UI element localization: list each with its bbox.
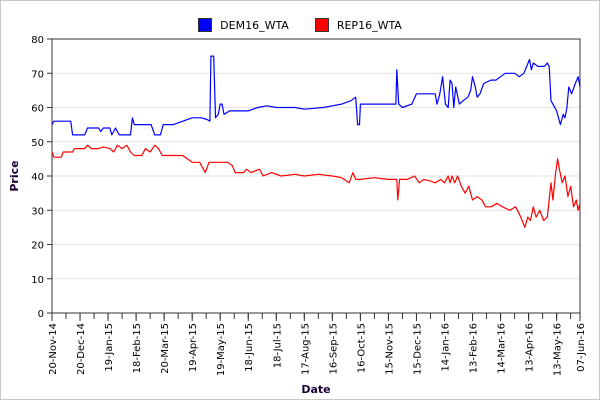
legend-item-rep16[interactable]: REP16_WTA — [314, 18, 402, 32]
y-tick-label: 20 — [31, 241, 44, 252]
x-tick-label: 19-Apr-15 — [188, 323, 199, 372]
x-tick-label: 13-May-16 — [553, 323, 564, 376]
y-tick-label: 10 — [31, 275, 44, 286]
series-line-rep16_wta — [51, 144, 581, 228]
x-tick-label: 20-Dec-14 — [76, 323, 87, 375]
series-line-dem16_wta — [51, 55, 581, 136]
y-axis-label: Price — [8, 160, 21, 191]
x-tick-label: 13-Feb-16 — [469, 323, 480, 373]
legend-label: REP16_WTA — [336, 18, 402, 32]
x-tick-label: 14-Mar-16 — [497, 323, 508, 374]
legend-swatch-blue — [198, 18, 213, 32]
legend-swatch-red — [314, 18, 329, 32]
y-tick-label: 50 — [31, 138, 44, 149]
x-tick-label: 17-Aug-15 — [300, 323, 311, 375]
x-tick-label: 16-Sep-15 — [328, 323, 339, 375]
x-tick-label: 19-Jan-15 — [104, 323, 115, 372]
x-tick-label: 20-Nov-14 — [48, 323, 59, 375]
y-tick-label: 60 — [31, 104, 44, 115]
legend-item-dem16[interactable]: DEM16_WTA — [198, 18, 289, 32]
x-tick-label: 18-Jul-15 — [272, 323, 283, 368]
y-tick-label: 80 — [31, 35, 44, 46]
x-tick-label: 14-Jan-16 — [440, 323, 451, 372]
plot-area — [51, 38, 581, 314]
y-tick-label: 0 — [38, 309, 44, 320]
x-tick-label: 13-Apr-16 — [525, 323, 536, 372]
x-tick-label: 18-Jun-15 — [244, 323, 255, 372]
x-tick-label: 07-Jun-16 — [576, 323, 587, 372]
legend: DEM16_WTA REP16_WTA — [1, 18, 599, 32]
y-tick-label: 70 — [31, 69, 44, 80]
x-tick-label: 16-Oct-15 — [356, 323, 367, 373]
x-tick-label: 19-May-15 — [216, 323, 227, 376]
x-tick-label: 15-Nov-15 — [384, 323, 395, 375]
x-tick-label: 15-Dec-15 — [412, 323, 423, 375]
x-axis-label: Date — [301, 383, 330, 396]
x-tick-label: 20-Mar-15 — [160, 323, 171, 374]
y-tick-label: 30 — [31, 206, 44, 217]
legend-label: DEM16_WTA — [220, 18, 289, 32]
x-tick-label: 18-Feb-15 — [132, 323, 143, 373]
y-tick-label: 40 — [31, 172, 44, 183]
